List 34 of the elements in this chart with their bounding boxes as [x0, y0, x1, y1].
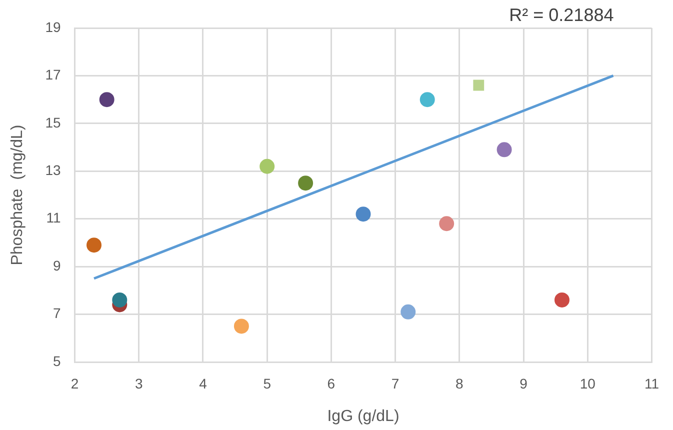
point	[400, 304, 416, 320]
x-tick-label: 8	[456, 375, 464, 392]
y-tick-label: 5	[52, 352, 61, 369]
point	[420, 92, 435, 108]
x-tick-label: 7	[391, 375, 400, 392]
y-tick-label: 7	[52, 305, 61, 322]
point	[554, 292, 570, 308]
point	[112, 292, 128, 308]
point	[439, 216, 454, 232]
x-tick-label: 9	[520, 375, 528, 392]
y-tick-label: 17	[45, 66, 61, 83]
x-tick-label: 2	[70, 375, 79, 392]
y-tick-label: 11	[46, 210, 61, 226]
y-axis-title: Phosphate (mg/dL)	[9, 124, 26, 266]
x-tick-label: 4	[199, 375, 208, 392]
y-tick-label: 19	[45, 18, 61, 35]
y-tick-label: 13	[45, 162, 61, 178]
point	[86, 238, 102, 253]
x-tick-label: 5	[263, 375, 272, 392]
y-tick-label: 9	[52, 257, 61, 274]
text: R² = 0.21884	[509, 4, 614, 25]
point	[496, 142, 512, 158]
x-tick-label: 3	[134, 375, 143, 392]
point	[99, 92, 114, 108]
point	[234, 318, 249, 334]
y-tick-label: 15	[45, 114, 61, 130]
x-tick-label: 10	[580, 375, 596, 392]
point	[473, 80, 484, 91]
x-tick-label: 11	[644, 375, 660, 392]
point	[356, 206, 371, 222]
x-axis-title: IgG (g/dL)	[327, 408, 400, 425]
x-tick-label: 6	[327, 375, 336, 392]
point	[298, 176, 314, 191]
point	[260, 158, 275, 174]
